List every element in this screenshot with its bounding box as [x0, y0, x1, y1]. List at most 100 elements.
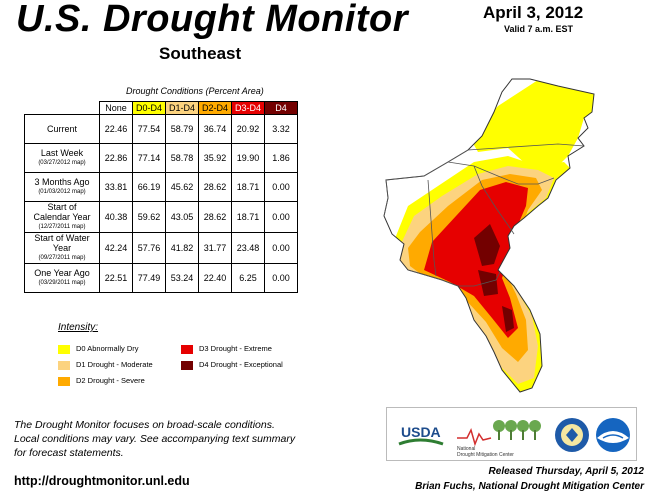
table-cell: 20.92	[231, 114, 265, 144]
state-border-al-ga	[427, 179, 437, 277]
table-cell: 0.00	[264, 172, 298, 202]
legend-item-d3: D3 Drought - Extreme	[181, 344, 272, 354]
col-header: D4	[264, 101, 298, 115]
legend-swatch	[181, 360, 193, 370]
legend-label: D0 Abnormally Dry	[76, 344, 139, 353]
legend-label: D3 Drought - Extreme	[199, 344, 272, 353]
row-sublabel: (03/27/2012 map)	[38, 160, 86, 166]
table-cell: 43.05	[165, 201, 199, 233]
state-border-fl	[407, 269, 501, 287]
row-label-cell: 3 Months Ago (01/03/2012 map)	[24, 172, 100, 202]
note-line: Local conditions may vary. See accompany…	[14, 433, 296, 445]
legend-item-d1: D1 Drought - Moderate	[58, 360, 153, 370]
row-label: One Year Ago	[34, 268, 90, 278]
table-cell: 66.19	[132, 172, 166, 202]
legend-swatch	[58, 344, 70, 354]
table-cell: 57.76	[132, 232, 166, 264]
usda-logo: USDA	[398, 422, 444, 452]
d4-area-border	[478, 270, 498, 296]
table-cell: 45.62	[165, 172, 199, 202]
state-border-va-nc	[385, 143, 585, 181]
legend-label: D4 Drought - Exceptional	[199, 360, 283, 369]
drought-shading	[384, 79, 594, 392]
southeast-drought-map	[383, 78, 595, 393]
col-header: None	[99, 101, 133, 115]
row-label-cell: One Year Ago (03/29/2011 map)	[24, 263, 100, 293]
legend-item-d0: D0 Abnormally Dry	[58, 344, 139, 354]
table-cell: 6.25	[231, 263, 265, 293]
noaa-logo	[596, 418, 630, 452]
row-label-cell: Current	[24, 114, 100, 144]
valid-time: Valid 7 a.m. EST	[504, 24, 574, 34]
table-row: Current 22.46 77.54 58.79 36.74 20.92 3.32	[24, 114, 298, 144]
row-sublabel: (03/29/2011 map)	[38, 280, 86, 286]
author-credit: Brian Fuchs, National Drought Mitigation…	[415, 481, 644, 492]
table-cell: 0.00	[264, 263, 298, 293]
table-row: Start of Calendar Year (12/27/2011 map) 40…	[24, 201, 298, 233]
row-label-cell: Start of Water Year (09/27/2011 map)	[24, 232, 100, 264]
release-date: Released Thursday, April 5, 2012	[488, 466, 644, 477]
state-border-ga-sc	[473, 165, 515, 235]
table-cell: 42.24	[99, 232, 133, 264]
website-url[interactable]: http://droughtmonitor.unl.edu	[14, 474, 190, 488]
table-row: 3 Months Ago (01/03/2012 map) 33.81 66.19 45…	[24, 172, 298, 202]
table-cell: 0.00	[264, 201, 298, 233]
table-cell: 58.79	[165, 114, 199, 144]
note-line: The Drought Monitor focuses on broad-sca…	[14, 419, 275, 431]
usda-logo-text: USDA	[401, 424, 441, 440]
d4-area-georgia	[474, 224, 500, 266]
table-cell: 31.77	[198, 232, 232, 264]
state-border-west	[383, 179, 389, 217]
table-cell: 18.71	[231, 172, 265, 202]
map-title: U.S. Drought Monitor	[16, 0, 409, 40]
legend-label: D2 Drought - Severe	[76, 376, 145, 385]
table-cell: 77.49	[132, 263, 166, 293]
table-cell: 41.82	[165, 232, 199, 264]
row-label: Last Week	[40, 148, 84, 158]
table-cell: 18.71	[231, 201, 265, 233]
table-cell: 0.00	[264, 232, 298, 264]
table-cell: 77.54	[132, 114, 166, 144]
row-label: Start of Calendar Year	[33, 202, 91, 222]
legend-item-d4: D4 Drought - Exceptional	[181, 360, 283, 370]
row-label: Current	[46, 124, 77, 134]
table-header-row: None D0-D4 D1-D4 D2-D4 D3-D4 D4	[24, 101, 298, 115]
legend-item-d2: D2 Drought - Severe	[58, 376, 145, 386]
region-label: Southeast	[159, 44, 242, 63]
col-header: D1-D4	[165, 101, 199, 115]
d3-area	[424, 182, 528, 338]
header-blank-cell	[24, 101, 100, 115]
table-cell: 28.62	[198, 172, 232, 202]
table-cell: 35.92	[198, 143, 232, 173]
partner-logos: USDA National Drought Mitigation Center	[386, 407, 637, 461]
table-caption: Drought Conditions (Percent Area)	[126, 86, 264, 96]
table-cell: 3.32	[264, 114, 298, 144]
legend-label: D1 Drought - Moderate	[76, 360, 153, 369]
table-cell: 22.86	[99, 143, 133, 173]
ndmc-logo-line2: Drought Mitigation Center	[457, 452, 514, 458]
note-line: for forecast statements.	[14, 447, 124, 459]
table-cell: 23.48	[231, 232, 265, 264]
table-cell: 59.62	[132, 201, 166, 233]
row-label-cell: Last Week (03/27/2012 map)	[24, 143, 100, 173]
table-cell: 77.14	[132, 143, 166, 173]
table-cell: 40.38	[99, 201, 133, 233]
legend-swatch	[181, 344, 193, 354]
table-cell: 53.24	[165, 263, 199, 293]
row-sublabel: (01/03/2012 map)	[38, 189, 86, 195]
map-date: April 3, 2012	[483, 3, 584, 22]
row-sublabel: (09/27/2011 map)	[38, 255, 86, 261]
d4-area-florida	[502, 306, 514, 332]
row-label: Start of Water Year	[34, 233, 90, 253]
table-cell: 28.62	[198, 201, 232, 233]
ndmc-logo-line1: National	[457, 446, 475, 452]
table-cell: 58.78	[165, 143, 199, 173]
table-row: Start of Water Year (09/27/2011 map) 42.24…	[24, 232, 298, 264]
table-cell: 33.81	[99, 172, 133, 202]
col-header: D2-D4	[198, 101, 232, 115]
legend-swatch	[58, 360, 70, 370]
table-row: One Year Ago (03/29/2011 map) 22.51 77.49 53…	[24, 263, 298, 293]
legend-title: Intensity:	[58, 322, 99, 333]
legend-swatch	[58, 376, 70, 386]
d0-area-north	[470, 80, 594, 176]
